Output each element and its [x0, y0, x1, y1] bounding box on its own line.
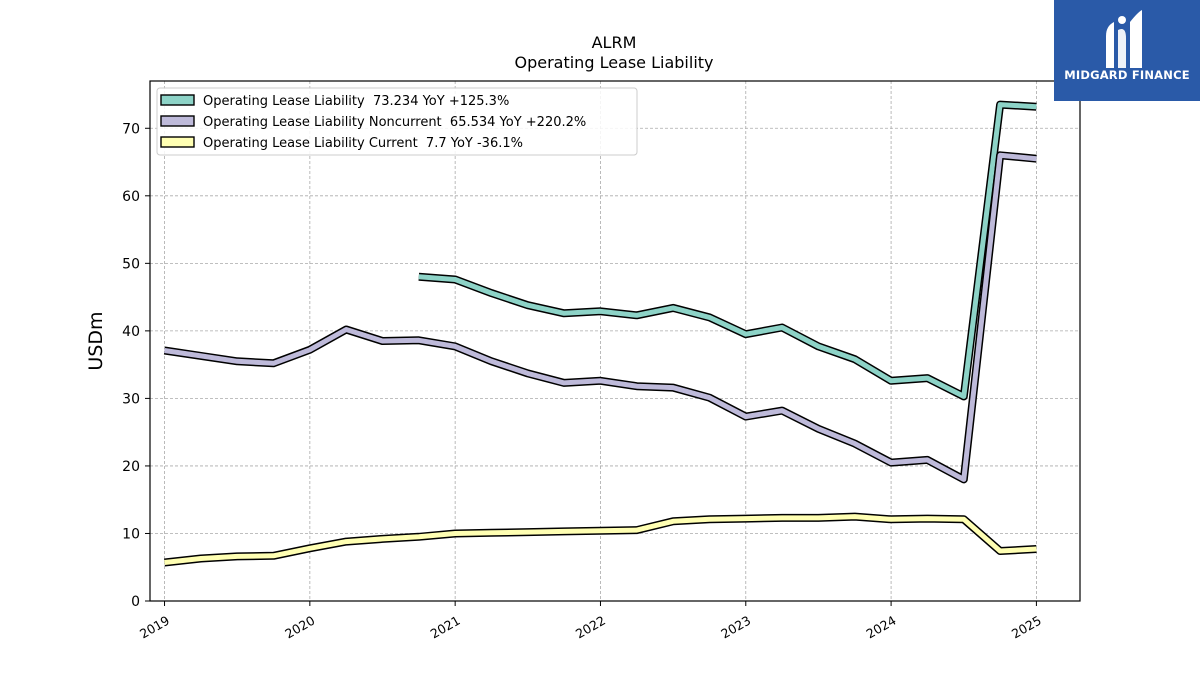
y-axis-label: USDm: [85, 311, 107, 370]
plot-frame: [149, 80, 1081, 602]
x-tick-label: 2025: [1009, 613, 1044, 642]
legend: Operating Lease Liability 73.234 YoY +12…: [156, 87, 638, 156]
series-1-line: [164, 152, 1037, 482]
x-tick-label: 2023: [718, 613, 753, 642]
y-tick-label: 0: [131, 594, 140, 610]
legend-label-0: Operating Lease Liability 73.234 YoY +12…: [203, 94, 509, 109]
series-2-line: [164, 514, 1037, 565]
legend-swatch-2: [160, 136, 195, 148]
brand-name: MIDGARD FINANCE: [1064, 68, 1190, 82]
y-tick-label: 20: [122, 459, 140, 475]
x-tick-label: 2021: [428, 613, 463, 642]
x-tick-label: 2019: [137, 613, 172, 642]
y-tick-label: 40: [122, 324, 140, 340]
legend-label-1: Operating Lease Liability Noncurrent 65.…: [203, 115, 586, 130]
legend-swatch-1: [160, 115, 195, 127]
x-tick-label: 2020: [282, 613, 317, 642]
logo-mark-icon: [1106, 10, 1142, 68]
legend-swatch-0: [160, 94, 195, 106]
x-tick-label: 2022: [573, 613, 608, 642]
y-tick-label: 50: [122, 256, 140, 272]
series-lines: [163, 100, 1037, 567]
chart-subtitle: Operating Lease Liability: [514, 53, 713, 72]
chart-title: ALRM: [592, 33, 637, 52]
legend-label-2: Operating Lease Liability Current 7.7 Yo…: [203, 136, 523, 151]
grid: [150, 81, 1080, 602]
series-0-line: [418, 102, 1037, 399]
legend-box: [156, 87, 638, 156]
y-tick-label: 60: [122, 189, 140, 205]
y-tick-label: 30: [122, 391, 140, 407]
x-tick-label: 2024: [864, 613, 899, 642]
y-tick-label: 10: [122, 526, 140, 542]
y-tick-label: 70: [122, 121, 140, 137]
brand-logo: MIDGARD FINANCE: [1054, 0, 1200, 101]
